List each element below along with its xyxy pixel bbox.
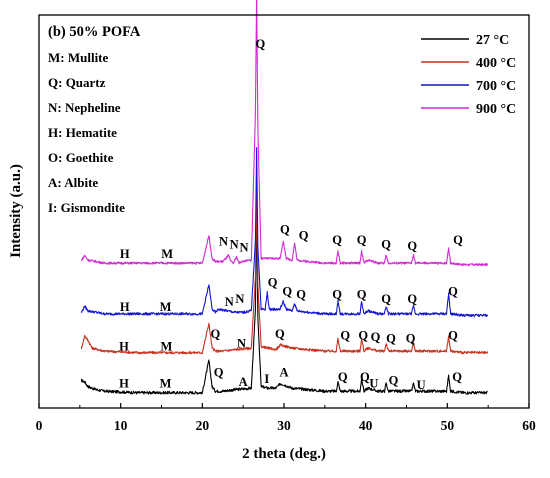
- peak-label: Q: [406, 332, 416, 346]
- y-axis-label: Intensity (a.u.): [8, 164, 24, 258]
- peak-label: Q: [448, 285, 458, 299]
- peak-label: N: [235, 292, 244, 306]
- peak-label: H: [119, 339, 129, 353]
- x-tick-label: 50: [441, 418, 455, 433]
- peak-label: Q: [332, 233, 342, 247]
- peak-label: N: [237, 336, 246, 350]
- legend: 27 °C 400 °C 700 °C 900 °C: [421, 33, 516, 117]
- legend-label: 27 °C: [476, 33, 509, 48]
- peak-label: Q: [332, 288, 342, 302]
- peak-label: M: [160, 376, 172, 390]
- phase-key: M: Mullite Q: Quartz N: Nepheline H: Hemati…: [48, 50, 125, 215]
- peak-label: Q: [357, 233, 367, 247]
- peak-label: Q: [282, 285, 292, 299]
- phase-key-item: H: Hematite: [48, 125, 117, 140]
- series-line: [80, 208, 488, 395]
- x-tick-label: 10: [114, 418, 128, 433]
- peak-label: Q: [299, 228, 309, 242]
- peak-label: M: [160, 339, 172, 353]
- peak-label: M: [161, 247, 173, 261]
- peak-label: N: [219, 235, 228, 249]
- series-line: [80, 184, 488, 355]
- legend-label: 400 °C: [476, 56, 516, 71]
- phase-key-item: O: Goethite: [48, 150, 114, 165]
- peak-label: M: [160, 300, 172, 314]
- peak-label: Q: [381, 292, 391, 306]
- peak-label: Q: [386, 332, 396, 346]
- peak-label: Q: [389, 373, 399, 387]
- peak-label: N: [225, 295, 234, 309]
- peak-label: A: [279, 366, 288, 380]
- peak-label: N: [239, 241, 248, 255]
- peak-label: Q: [275, 327, 285, 341]
- peak-label: Q: [214, 366, 224, 380]
- peak-label: H: [119, 376, 129, 390]
- peak-label: Q: [211, 327, 221, 341]
- peak-label: Q: [268, 275, 278, 289]
- x-tick-label: 30: [277, 418, 291, 433]
- x-tick-label: 20: [196, 418, 210, 433]
- phase-key-item: A: Albite: [48, 175, 98, 190]
- series-line: [80, 0, 488, 267]
- phase-key-item: I: Gismondite: [48, 200, 125, 215]
- x-axis-label: 2 theta (deg.): [242, 446, 326, 462]
- series-line: [80, 147, 488, 318]
- peak-label: Q: [358, 329, 368, 343]
- peak-label: Q: [453, 233, 463, 247]
- peak-label: H: [120, 247, 130, 261]
- peak-label: Q: [360, 370, 370, 384]
- peak-label: Q: [280, 222, 290, 236]
- peak-label: U: [417, 378, 426, 392]
- peak-label: Q: [381, 238, 391, 252]
- peak-label: U: [369, 376, 378, 390]
- legend-label: 900 °C: [476, 102, 516, 117]
- peak-label: A: [239, 375, 248, 389]
- peak-label: H: [120, 300, 130, 314]
- peak-label: Q: [338, 370, 348, 384]
- peak-label: Q: [407, 292, 417, 306]
- peak-label: Q: [296, 288, 306, 302]
- peak-label: Q: [255, 37, 265, 51]
- peak-label: Q: [407, 239, 417, 253]
- x-axis: 0 10 20 30 40 50 60: [36, 403, 536, 433]
- legend-label: 700 °C: [476, 79, 516, 94]
- peak-label: N: [230, 238, 239, 252]
- peak-label: Q: [371, 330, 381, 344]
- phase-key-item: M: Mullite: [48, 50, 109, 65]
- series-traces: [80, 0, 488, 395]
- peak-label: I: [264, 372, 269, 386]
- x-tick-label: 60: [522, 418, 536, 433]
- peak-label: Q: [452, 370, 462, 384]
- peak-label: Q: [357, 288, 367, 302]
- x-tick-label: 0: [36, 418, 43, 433]
- peak-label: Q: [340, 329, 350, 343]
- x-tick-label: 40: [359, 418, 373, 433]
- phase-key-item: N: Nepheline: [48, 100, 121, 115]
- panel-title: (b) 50% POFA: [48, 24, 141, 40]
- phase-key-item: Q: Quartz: [48, 75, 106, 90]
- peak-label: Q: [448, 329, 458, 343]
